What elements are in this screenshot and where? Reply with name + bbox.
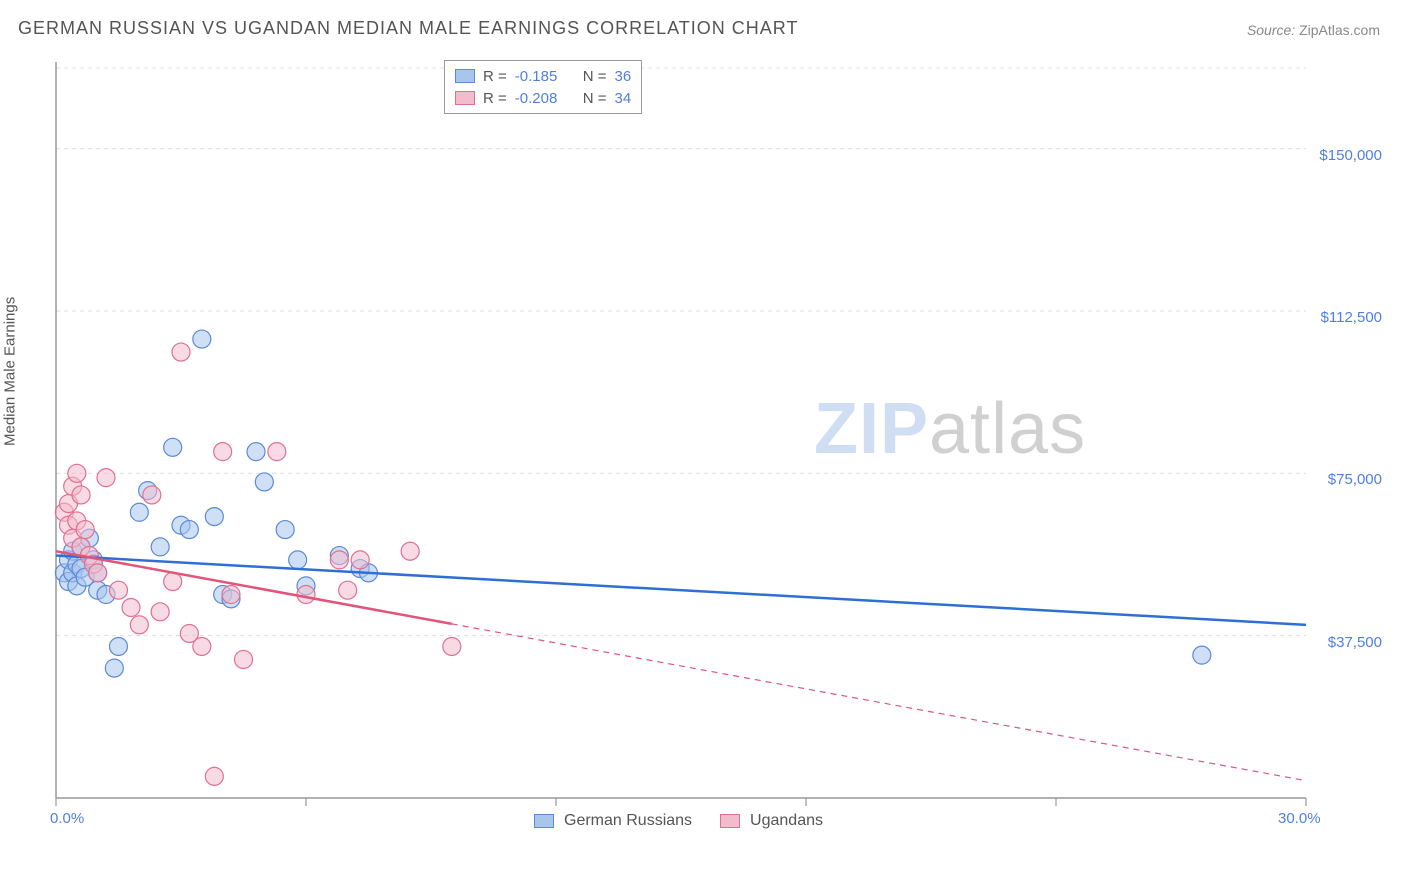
- y-tick-label: $37,500: [1328, 634, 1382, 651]
- scatter-point: [72, 486, 90, 504]
- chart-svg: [54, 58, 1386, 828]
- source-label: Source:: [1247, 22, 1295, 38]
- source-value: ZipAtlas.com: [1299, 22, 1380, 38]
- legend-swatch: [534, 814, 554, 828]
- scatter-point: [130, 616, 148, 634]
- source-attribution: Source: ZipAtlas.com: [1247, 22, 1380, 38]
- legend-n-label: N =: [583, 68, 607, 85]
- legend-series-label: German Russians: [564, 812, 692, 830]
- scatter-point: [193, 330, 211, 348]
- scatter-point: [401, 542, 419, 560]
- scatter-point: [105, 659, 123, 677]
- trend-line-dashed: [452, 624, 1306, 781]
- legend-r-value: -0.208: [515, 90, 575, 107]
- chart-container: GERMAN RUSSIAN VS UGANDAN MEDIAN MALE EA…: [0, 0, 1406, 892]
- legend-swatch: [455, 91, 475, 105]
- legend-r-label: R =: [483, 68, 507, 85]
- y-tick-label: $112,500: [1321, 309, 1382, 326]
- legend-row: R = -0.185 N = 36: [455, 65, 631, 87]
- scatter-point: [214, 443, 232, 461]
- scatter-point: [151, 538, 169, 556]
- scatter-point: [164, 438, 182, 456]
- plot-area: ZIPatlas R =-0.185N =36R =-0.208N =34 Ge…: [54, 58, 1386, 828]
- scatter-point: [235, 650, 253, 668]
- scatter-point: [151, 603, 169, 621]
- scatter-point: [247, 443, 265, 461]
- scatter-point: [205, 767, 223, 785]
- scatter-point: [339, 581, 357, 599]
- legend-row: R = -0.208 N = 34: [455, 87, 631, 109]
- legend-r-label: R =: [483, 90, 507, 107]
- legend-n-value: 36: [615, 68, 632, 85]
- scatter-point: [351, 551, 369, 569]
- trend-line: [56, 556, 1306, 625]
- scatter-point: [193, 637, 211, 655]
- scatter-point: [297, 586, 315, 604]
- series-legend: German Russians Ugandans: [534, 812, 841, 830]
- legend-swatch: [720, 814, 740, 828]
- scatter-point: [172, 343, 190, 361]
- scatter-point: [222, 586, 240, 604]
- scatter-point: [164, 573, 182, 591]
- scatter-point: [1193, 646, 1211, 664]
- scatter-point: [89, 564, 107, 582]
- legend-r-value: -0.185: [515, 68, 575, 85]
- scatter-point: [97, 469, 115, 487]
- scatter-point: [130, 503, 148, 521]
- chart-title: GERMAN RUSSIAN VS UGANDAN MEDIAN MALE EA…: [18, 18, 798, 39]
- scatter-point: [268, 443, 286, 461]
- scatter-point: [76, 521, 94, 539]
- y-axis-label: Median Male Earnings: [2, 297, 19, 446]
- scatter-point: [289, 551, 307, 569]
- scatter-point: [443, 637, 461, 655]
- y-tick-label: $75,000: [1328, 471, 1382, 488]
- scatter-point: [110, 637, 128, 655]
- legend-swatch: [455, 69, 475, 83]
- scatter-point: [180, 521, 198, 539]
- correlation-legend: R = -0.185 N = 36 R = -0.208 N = 34: [444, 60, 642, 114]
- legend-n-label: N =: [583, 90, 607, 107]
- legend-series-label: Ugandans: [750, 812, 823, 830]
- scatter-point: [110, 581, 128, 599]
- legend-n-value: 34: [615, 90, 632, 107]
- scatter-point: [255, 473, 273, 491]
- scatter-point: [122, 599, 140, 617]
- scatter-point: [205, 508, 223, 526]
- scatter-point: [143, 486, 161, 504]
- x-max-label: 30.0%: [1278, 810, 1321, 827]
- x-min-label: 0.0%: [50, 810, 84, 827]
- y-tick-label: $150,000: [1319, 147, 1382, 164]
- scatter-point: [68, 464, 86, 482]
- scatter-point: [330, 551, 348, 569]
- scatter-point: [276, 521, 294, 539]
